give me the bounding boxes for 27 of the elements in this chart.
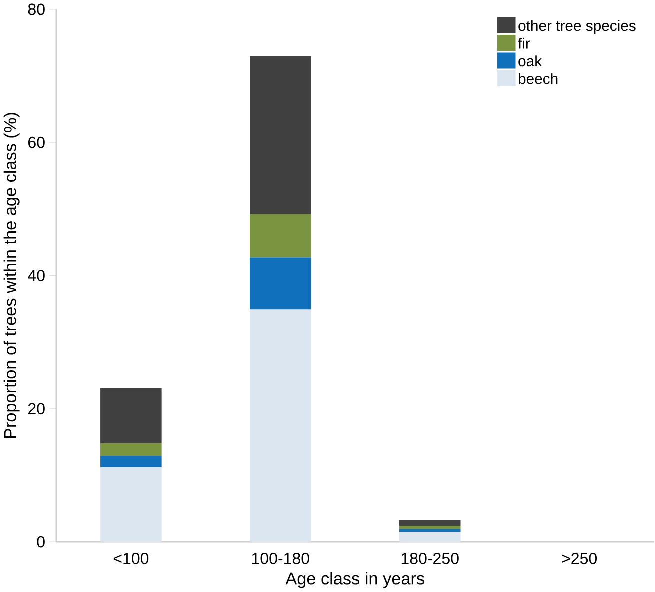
bar: [250, 310, 312, 542]
legend-label: oak: [518, 56, 542, 67]
bar: [100, 388, 162, 444]
x-tick-label: 100-180: [252, 552, 310, 564]
y-tick-label: 60: [28, 136, 45, 148]
y-tick-label: 80: [28, 4, 45, 16]
bar: [250, 56, 312, 215]
y-tick-label: 0: [37, 536, 45, 548]
legend-label: fir: [518, 38, 530, 49]
x-tick-label: >250: [562, 552, 598, 564]
x-axis-title: Age class in years: [286, 572, 424, 588]
bar: [399, 532, 461, 542]
bar: [399, 526, 461, 530]
bar: [100, 444, 162, 456]
bar: [100, 456, 162, 468]
y-tick-label: 20: [28, 403, 45, 415]
bar: [250, 258, 312, 310]
x-tick-label: 180-250: [402, 552, 459, 564]
y-axis-title: Proportion of trees within the age class (%): [4, 113, 20, 438]
legend-label: other tree species: [518, 20, 636, 34]
legend-label: beech: [518, 73, 558, 84]
bar: [399, 520, 461, 526]
bar: [399, 529, 461, 532]
bar: [250, 214, 312, 258]
x-tick-label: <100: [114, 552, 149, 564]
bar: [100, 467, 162, 542]
y-tick-label: 40: [28, 270, 45, 282]
